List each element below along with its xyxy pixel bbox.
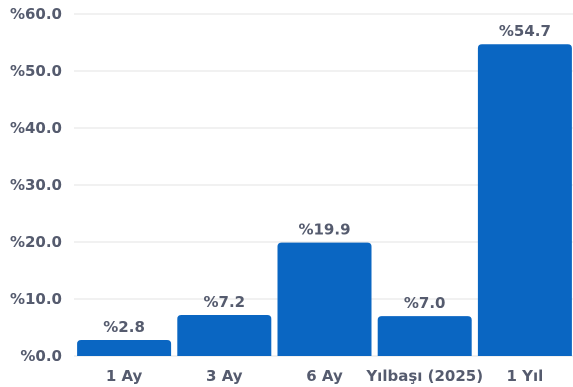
x-tick-label: 1 Yıl — [506, 367, 543, 385]
y-tick-label: %40.0 — [10, 119, 62, 137]
bar — [77, 340, 172, 356]
y-tick-label: %50.0 — [10, 62, 62, 80]
bar — [377, 316, 472, 356]
y-axis-tick-labels: %0.0 %10.0 %20.0 %30.0 %40.0 %50.0 %60.0 — [10, 5, 62, 365]
bars — [77, 44, 572, 357]
bar-value-label: %2.8 — [103, 318, 145, 336]
y-tick-label: %0.0 — [20, 347, 62, 365]
x-tick-label: Yılbaşı (2025) — [365, 367, 483, 385]
x-tick-label: 3 Ay — [206, 367, 243, 385]
gridlines — [74, 13, 573, 357]
bar-value-label: %7.2 — [203, 293, 245, 311]
y-tick-label: %30.0 — [10, 176, 62, 194]
x-axis-category-labels: 1 Ay 3 Ay 6 Ay Yılbaşı (2025) 1 Yıl — [106, 367, 543, 385]
bar — [277, 242, 372, 356]
y-tick-label: %60.0 — [10, 5, 62, 23]
x-tick-label: 6 Ay — [306, 367, 343, 385]
x-tick-label: 1 Ay — [106, 367, 143, 385]
bar-value-label: %7.0 — [404, 294, 446, 312]
bar — [477, 44, 572, 357]
y-tick-label: %10.0 — [10, 290, 62, 308]
bar-value-label: %19.9 — [298, 221, 350, 239]
bar-value-label: %54.7 — [499, 22, 551, 40]
bar-data-labels: %2.8 %7.2 %19.9 %7.0 %54.7 — [103, 22, 551, 336]
y-tick-label: %20.0 — [10, 233, 62, 251]
bar — [177, 314, 272, 356]
